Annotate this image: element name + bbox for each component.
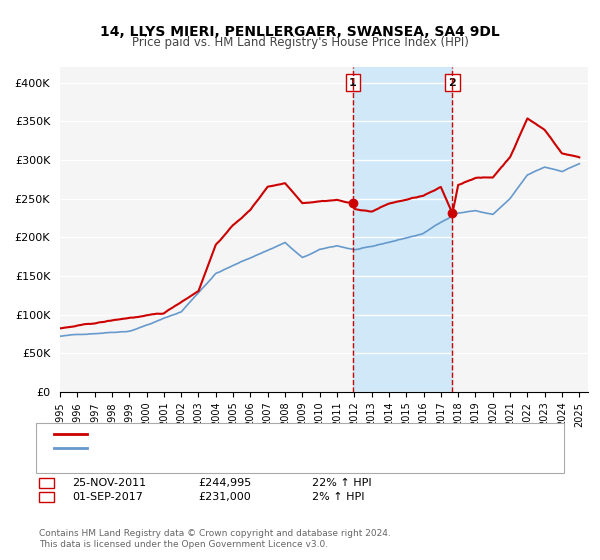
Text: 1: 1 — [349, 78, 356, 88]
Text: 2: 2 — [449, 78, 457, 88]
Text: Price paid vs. HM Land Registry's House Price Index (HPI): Price paid vs. HM Land Registry's House … — [131, 36, 469, 49]
Text: 1: 1 — [43, 478, 50, 488]
Text: 25-NOV-2011: 25-NOV-2011 — [72, 478, 146, 488]
Text: £231,000: £231,000 — [198, 492, 251, 502]
Text: 2% ↑ HPI: 2% ↑ HPI — [312, 492, 365, 502]
Text: 14, LLYS MIERI, PENLLERGAER, SWANSEA, SA4 9DL (detached house): 14, LLYS MIERI, PENLLERGAER, SWANSEA, SA… — [93, 429, 431, 439]
Text: 22% ↑ HPI: 22% ↑ HPI — [312, 478, 371, 488]
Text: Contains HM Land Registry data © Crown copyright and database right 2024.
This d: Contains HM Land Registry data © Crown c… — [39, 529, 391, 549]
Text: 2: 2 — [43, 492, 50, 502]
Text: HPI: Average price, detached house, Swansea: HPI: Average price, detached house, Swan… — [93, 443, 317, 453]
Text: £244,995: £244,995 — [198, 478, 251, 488]
Bar — [353, 67, 452, 392]
Text: 01-SEP-2017: 01-SEP-2017 — [72, 492, 143, 502]
Text: 14, LLYS MIERI, PENLLERGAER, SWANSEA, SA4 9DL: 14, LLYS MIERI, PENLLERGAER, SWANSEA, SA… — [100, 25, 500, 39]
